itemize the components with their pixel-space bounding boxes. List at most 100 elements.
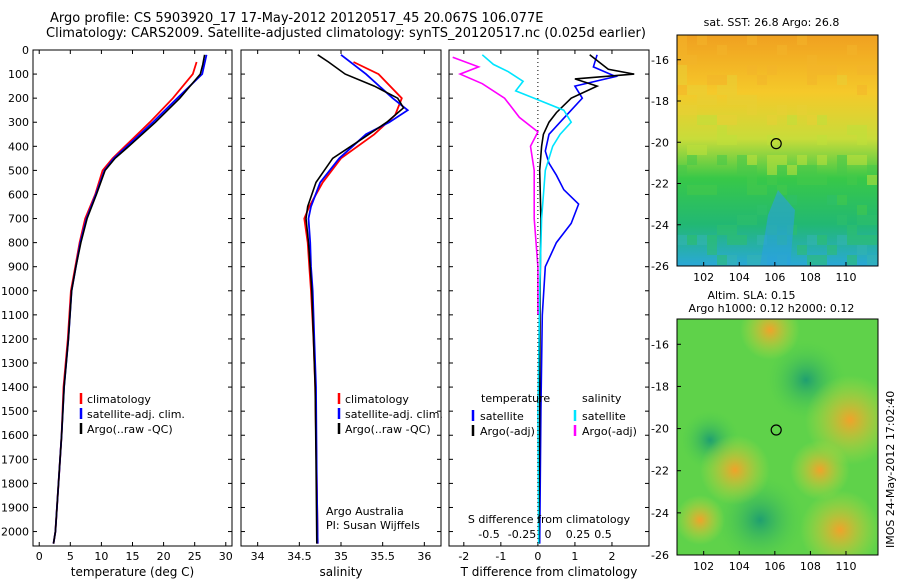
map-x-tick-label: 106: [764, 271, 785, 284]
map-pixel: [747, 35, 757, 45]
map-pixel: [707, 115, 717, 125]
map-pixel: [727, 85, 737, 95]
map-pixel: [677, 45, 687, 55]
map-pixel: [737, 235, 747, 245]
map-pixel: [807, 75, 817, 85]
map-pixel: [677, 85, 687, 95]
map-pixel: [677, 35, 687, 45]
map-pixel: [807, 165, 817, 175]
map-y-tick-label: -22: [651, 465, 669, 478]
map-pixel: [797, 35, 807, 45]
map-pixel: [797, 245, 807, 255]
map-pixel: [727, 255, 737, 265]
x-tick-label: -1: [495, 550, 506, 563]
map-pixel: [857, 155, 867, 165]
map-y-tick-label: -22: [651, 178, 669, 191]
y-tick-label: 1200: [1, 333, 29, 346]
x-tick-label: 5: [67, 550, 74, 563]
map-pixel: [687, 85, 697, 95]
map-pixel: [867, 215, 877, 225]
map-pixel: [847, 175, 857, 185]
series-line-argo-raw-qc-: [305, 54, 405, 544]
map-pixel: [717, 75, 727, 85]
x-tick-label: 34: [251, 550, 265, 563]
map-pixel: [817, 115, 827, 125]
y-tick-label: 500: [8, 164, 29, 177]
map-pixel: [707, 245, 717, 255]
y-tick-label: 300: [8, 116, 29, 129]
map-pixel: [677, 165, 687, 175]
x-tick-label: 0: [36, 550, 43, 563]
map-pixel: [737, 155, 747, 165]
map-pixel: [717, 225, 727, 235]
map-pixel: [847, 255, 857, 265]
map-pixel: [777, 105, 787, 115]
map-pixel: [837, 195, 847, 205]
x-axis-label: temperature (deg C): [71, 565, 194, 579]
x-tick-label: 10: [94, 550, 108, 563]
map-pixel: [857, 135, 867, 145]
map-pixel: [747, 215, 757, 225]
map-pixel: [737, 165, 747, 175]
map-pixel: [777, 45, 787, 55]
x-tick-label: 0: [534, 550, 541, 563]
map-pixel: [857, 205, 867, 215]
x-axis-label: T difference from climatology: [460, 565, 638, 579]
map-title: sat. SST: 26.8 Argo: 26.8: [704, 16, 840, 29]
x-tick-label: 1: [571, 550, 578, 563]
x-tick-label: 25: [188, 550, 202, 563]
panel-frame: [32, 49, 233, 547]
legend-label: climatology: [345, 393, 409, 406]
map-x-tick-label: 106: [764, 560, 785, 573]
y-tick-label: 1900: [1, 501, 29, 514]
argo-location-marker: [770, 138, 782, 150]
y-tick-label: 700: [8, 213, 29, 226]
map-pixel: [767, 175, 777, 185]
series-line-salinity-argo-adj-: [452, 56, 539, 315]
map-pixel: [817, 235, 827, 245]
map-pixel: [857, 215, 867, 225]
x-tick-label: 35: [334, 550, 348, 563]
series-line-argo-raw-qc-: [52, 54, 206, 544]
top-axis-tick-label: -0.25: [508, 528, 536, 541]
map-y-tick-label: -20: [651, 136, 669, 149]
map-pixel: [697, 235, 707, 245]
map-x-tick-label: 102: [693, 560, 714, 573]
map-pixel: [757, 235, 767, 245]
map-pixel: [847, 45, 857, 55]
x-tick-label: 30: [219, 550, 233, 563]
map-field: [677, 35, 878, 266]
series-line-salinity-satellite: [481, 54, 573, 544]
map-title-line: Argo h1000: 0.12 h2000: 0.12: [689, 302, 855, 315]
map-pixel: [817, 155, 827, 165]
map-x-tick-label: 102: [693, 271, 714, 284]
map-frame: [676, 318, 879, 556]
map-y-tick-label: -24: [651, 219, 669, 232]
map-pixel: [817, 175, 827, 185]
map-pixel: [857, 65, 867, 75]
map-x-tick-label: 104: [729, 271, 750, 284]
legend-label: satellite-adj. clim.: [87, 408, 185, 421]
sla-feature: [677, 495, 725, 545]
x-tick-label: 35.5: [370, 550, 395, 563]
map-pixel: [697, 185, 707, 195]
map-pixel: [737, 215, 747, 225]
chart-title-line1: Argo profile: CS 5903920_17 17-May-2012 …: [50, 11, 544, 26]
map-pixel: [807, 235, 817, 245]
map-pixel: [827, 245, 837, 255]
map-pixel: [717, 135, 727, 145]
map-field: [677, 319, 878, 555]
sla-feature: [790, 440, 850, 500]
profile-panel-1: 0100200300400500600700800900100011001200…: [1, 44, 233, 579]
map-pixel: [867, 235, 877, 245]
y-tick-label: 1800: [1, 477, 29, 490]
y-tick-label: 600: [8, 188, 29, 201]
map-pixel: [687, 185, 697, 195]
map-pixel: [687, 105, 697, 115]
map-y-tick-label: -24: [651, 507, 669, 520]
map-x-tick-label: 110: [835, 271, 856, 284]
legend-label: Argo(-adj): [582, 425, 637, 438]
profile-panel-2: 34 34.5 35 35.5 36 salinity: [240, 49, 442, 579]
map-pixel: [837, 215, 847, 225]
map-pixel: [747, 165, 757, 175]
